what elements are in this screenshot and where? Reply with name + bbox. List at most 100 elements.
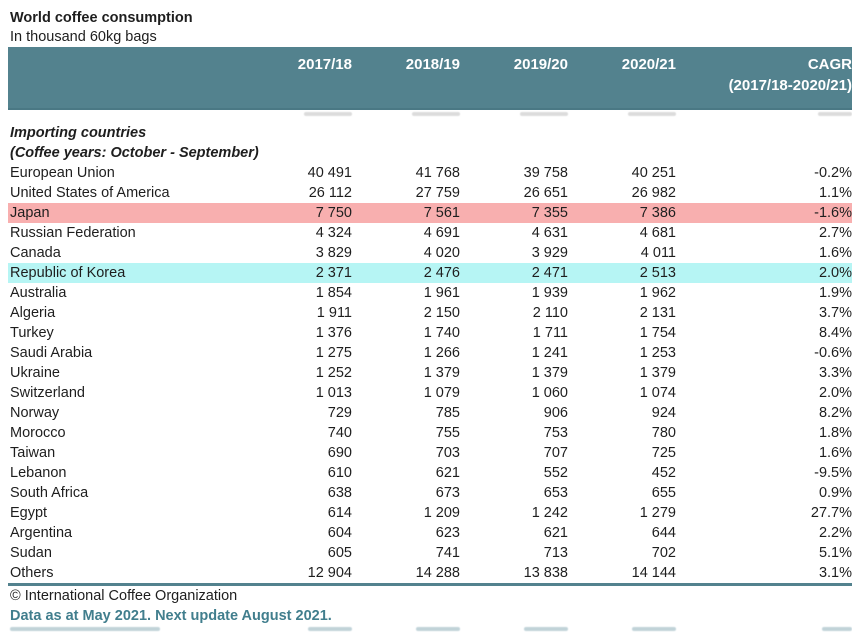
value-cell-2019-20: 1 939: [531, 285, 568, 301]
value-cell-2020-21: 1 379: [639, 365, 676, 381]
value-cell-2019-20: 1 242: [531, 505, 568, 521]
value-cell-2017-18: 3 829: [315, 245, 352, 261]
column-header-cagr: CAGR (2017/18-2020/21): [676, 47, 852, 108]
cagr-cell: 1.9%: [818, 285, 852, 301]
cagr-cell: 1.1%: [818, 185, 852, 201]
country-cell: Australia: [10, 285, 67, 301]
value-cell-2019-20: 906: [543, 405, 568, 421]
country-cell: Republic of Korea: [10, 265, 126, 281]
table-row: Australia 1 854 1 961 1 939 1 962 1.9%: [8, 283, 852, 303]
section-label: Importing countries: [10, 125, 147, 141]
value-cell-2018-19: 1 079: [423, 385, 460, 401]
update-note: Data as at May 2021. Next update August …: [10, 608, 332, 624]
table-row: Canada 3 829 4 020 3 929 4 011 1.6%: [8, 243, 852, 263]
table-row: Japan 7 750 7 561 7 355 7 386 -1.6%: [8, 203, 852, 223]
table-row: Egypt 614 1 209 1 242 1 279 27.7%: [8, 503, 852, 523]
value-cell-2019-20: 4 631: [531, 225, 568, 241]
value-cell-2018-19: 4 020: [423, 245, 460, 261]
value-cell-2020-21: 452: [651, 465, 676, 481]
table-row: Republic of Korea 2 371 2 476 2 471 2 51…: [8, 263, 852, 283]
value-cell-2020-21: 780: [651, 425, 676, 441]
value-cell-2018-19: 1 209: [423, 505, 460, 521]
value-cell-2017-18: 1 911: [316, 305, 352, 321]
table-row: Taiwan 690 703 707 725 1.6%: [8, 443, 852, 463]
value-cell-2018-19: 27 759: [415, 185, 460, 201]
cagr-cell: 5.1%: [818, 545, 852, 561]
value-cell-2017-18: 610: [327, 465, 352, 481]
table-row: United States of America 26 112 27 759 2…: [8, 183, 852, 203]
value-cell-2018-19: 621: [435, 465, 460, 481]
value-cell-2017-18: 1 252: [315, 365, 352, 381]
country-cell: Morocco: [10, 425, 66, 441]
value-cell-2019-20: 753: [543, 425, 568, 441]
value-cell-2020-21: 26 982: [631, 185, 676, 201]
column-header-2018-19: 2018/19: [405, 56, 460, 73]
value-cell-2018-19: 785: [435, 405, 460, 421]
country-cell: Others: [10, 565, 54, 581]
cagr-cell: 2.2%: [818, 525, 852, 541]
country-cell: Japan: [10, 205, 50, 221]
clipped-row-artifact-bottom: [8, 626, 852, 633]
value-cell-2019-20: 7 355: [531, 205, 568, 221]
value-cell-2018-19: 14 288: [415, 565, 460, 581]
value-cell-2017-18: 638: [327, 485, 352, 501]
table-header-row: 2017/18 2018/19 2019/20 2020/21 CAGR (20…: [8, 47, 852, 110]
value-cell-2020-21: 655: [651, 485, 676, 501]
table-bottom-rule: [8, 583, 852, 586]
cagr-cell: -0.2%: [814, 165, 852, 181]
table-row: Norway 729 785 906 924 8.2%: [8, 403, 852, 423]
value-cell-2018-19: 755: [435, 425, 460, 441]
value-cell-2017-18: 1 275: [315, 345, 352, 361]
country-cell: Argentina: [10, 525, 73, 541]
cagr-cell: 27.7%: [810, 505, 852, 521]
value-cell-2018-19: 1 740: [423, 325, 460, 341]
value-cell-2018-19: 741: [435, 545, 460, 561]
value-cell-2018-19: 7 561: [423, 205, 460, 221]
artifact-smudge: [568, 110, 676, 116]
table-row: Argentina 604 623 621 644 2.2%: [8, 523, 852, 543]
artifact-smudge: [352, 110, 460, 116]
value-cell-2017-18: 605: [327, 545, 352, 561]
country-cell: European Union: [10, 165, 115, 181]
value-cell-2019-20: 13 838: [523, 565, 568, 581]
country-cell: Turkey: [10, 325, 54, 341]
consumption-table: 2017/18 2018/19 2019/20 2020/21 CAGR (20…: [8, 47, 852, 586]
value-cell-2018-19: 41 768: [415, 165, 460, 181]
value-cell-2020-21: 2 513: [639, 265, 676, 281]
cagr-cell: 8.2%: [818, 405, 852, 421]
table-row: Switzerland 1 013 1 079 1 060 1 074 2.0%: [8, 383, 852, 403]
artifact-smudge: [244, 626, 352, 631]
value-cell-2018-19: 673: [435, 485, 460, 501]
value-cell-2017-18: 1 376: [315, 325, 352, 341]
value-cell-2018-19: 1 266: [423, 345, 460, 361]
value-cell-2017-18: 614: [327, 505, 352, 521]
country-cell: Norway: [10, 405, 60, 421]
value-cell-2020-21: 1 754: [639, 325, 676, 341]
value-cell-2017-18: 1 013: [315, 385, 352, 401]
cagr-cell: -1.6%: [814, 205, 852, 221]
value-cell-2018-19: 703: [435, 445, 460, 461]
value-cell-2019-20: 2 110: [532, 305, 568, 321]
table-body: European Union 40 491 41 768 39 758 40 2…: [8, 163, 852, 583]
country-cell: Switzerland: [10, 385, 85, 401]
value-cell-2018-19: 1 961: [423, 285, 460, 301]
value-cell-2017-18: 729: [327, 405, 352, 421]
value-cell-2019-20: 713: [543, 545, 568, 561]
table-row: Others 12 904 14 288 13 838 14 144 3.1%: [8, 563, 852, 583]
value-cell-2019-20: 1 060: [531, 385, 568, 401]
cagr-cell: 3.3%: [818, 365, 852, 381]
value-cell-2017-18: 690: [327, 445, 352, 461]
country-cell: Russian Federation: [10, 225, 136, 241]
cagr-cell: 8.4%: [818, 325, 852, 341]
value-cell-2018-19: 1 379: [423, 365, 460, 381]
cagr-cell: 1.8%: [818, 425, 852, 441]
value-cell-2020-21: 725: [651, 445, 676, 461]
cagr-label-line1: CAGR: [807, 56, 852, 73]
value-cell-2019-20: 2 471: [531, 265, 568, 281]
value-cell-2020-21: 924: [651, 405, 676, 421]
column-header-2017-18: 2017/18: [297, 56, 352, 73]
artifact-smudge: [568, 626, 676, 631]
value-cell-2017-18: 26 112: [308, 185, 352, 201]
value-cell-2019-20: 552: [543, 465, 568, 481]
artifact-smudge: [676, 110, 852, 116]
